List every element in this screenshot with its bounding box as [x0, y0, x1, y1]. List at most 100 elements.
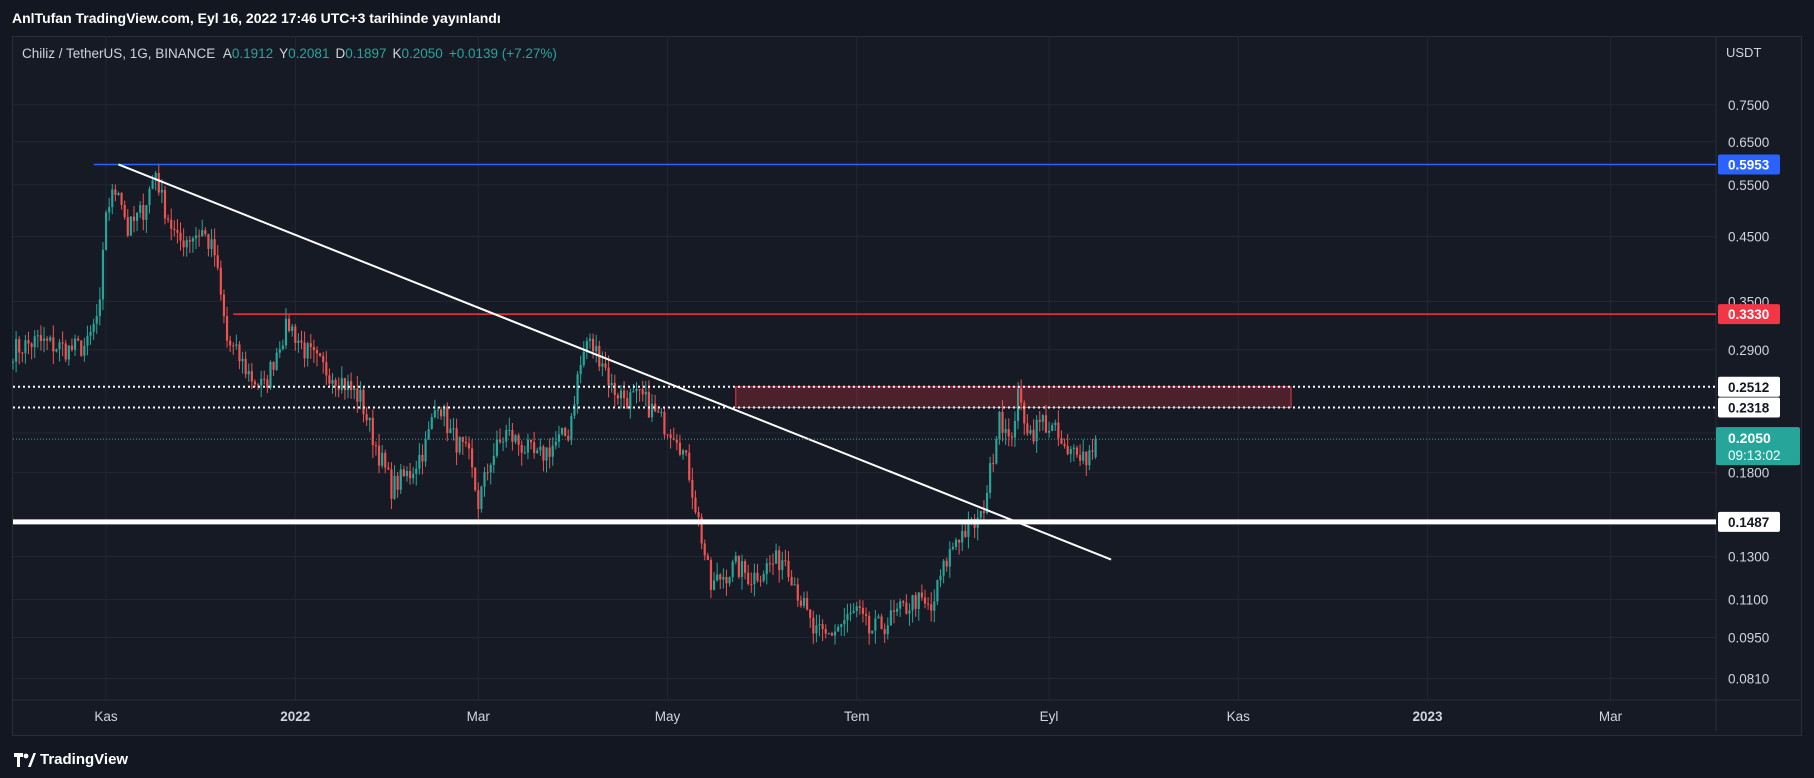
- candle: [951, 546, 954, 550]
- candle: [495, 439, 498, 456]
- candle: [120, 193, 123, 205]
- symbol-name[interactable]: Chiliz / TetherUS, 1G, BINANCE: [22, 46, 216, 61]
- candle: [877, 616, 880, 619]
- level-price-label-text: 0.2512: [1728, 380, 1769, 395]
- candle: [399, 469, 402, 490]
- high-value: 0.2081: [288, 46, 330, 61]
- candle: [70, 345, 74, 350]
- candle: [623, 390, 626, 399]
- candle: [101, 249, 105, 300]
- level-price-label: 0.5953: [1718, 154, 1780, 175]
- candle: [1085, 451, 1088, 466]
- candle: [433, 410, 436, 418]
- candle: [930, 604, 933, 611]
- time-tick-label: Mar: [467, 709, 491, 724]
- candle: [871, 630, 874, 634]
- candle: [812, 617, 815, 634]
- candle: [992, 463, 995, 465]
- candle: [520, 444, 523, 453]
- candle: [467, 443, 471, 449]
- candle: [567, 435, 570, 441]
- candle: [768, 563, 771, 565]
- candle: [80, 340, 83, 356]
- candle: [362, 389, 365, 415]
- candle: [632, 391, 635, 393]
- candle: [449, 428, 452, 434]
- level-price-label-bg: [1718, 397, 1780, 418]
- candle: [1054, 422, 1057, 426]
- price-axis: USDT0.75000.65000.55000.45000.35000.2900…: [1726, 45, 1769, 686]
- candle: [346, 381, 350, 391]
- candle: [278, 349, 281, 353]
- candle: [188, 240, 191, 242]
- candle: [284, 318, 288, 346]
- candle: [709, 560, 713, 590]
- tradingview-logo[interactable]: TradingView: [14, 751, 128, 768]
- candle: [253, 381, 257, 385]
- current-price-label: 0.2050 09:13:02: [1716, 427, 1800, 466]
- candle: [1032, 430, 1035, 442]
- candle: [914, 595, 917, 609]
- candle: [892, 610, 896, 612]
- candle: [405, 471, 409, 477]
- candle: [235, 344, 238, 346]
- candle: [706, 555, 709, 561]
- candle: [145, 205, 148, 220]
- symbol-legend: Chiliz / TetherUS, 1G, BINANCE A0.1912 Y0…: [22, 46, 557, 61]
- candle: [73, 338, 77, 350]
- candle: [185, 240, 188, 248]
- candle: [756, 572, 759, 581]
- candle: [570, 415, 573, 441]
- candle: [1007, 429, 1010, 437]
- time-tick-label: Mar: [1599, 709, 1623, 724]
- candle: [229, 340, 232, 346]
- candle: [359, 389, 362, 402]
- candle: [595, 345, 598, 352]
- grid: [13, 36, 1716, 700]
- candle: [657, 411, 660, 413]
- candle: [297, 340, 300, 343]
- candle: [985, 492, 989, 514]
- candle: [685, 450, 688, 453]
- time-tick-label: Kas: [1227, 709, 1251, 724]
- candle: [89, 331, 92, 336]
- candle: [114, 189, 117, 195]
- candle: [104, 212, 108, 250]
- candle: [737, 555, 740, 577]
- candle: [173, 228, 176, 230]
- candle: [61, 342, 64, 344]
- candle: [790, 576, 793, 586]
- level-price-label: 0.1487: [1718, 511, 1780, 532]
- candle: [291, 326, 294, 331]
- candle: [933, 601, 936, 611]
- candle: [263, 378, 266, 380]
- candle: [421, 454, 424, 462]
- candle: [1060, 438, 1063, 444]
- candle: [374, 445, 378, 447]
- candle: [1047, 430, 1051, 433]
- candle: [936, 580, 939, 602]
- candle: [1020, 388, 1023, 403]
- candle: [98, 299, 101, 317]
- candle: [244, 358, 247, 375]
- candle: [523, 452, 526, 454]
- candle: [148, 188, 151, 206]
- candle: [1088, 450, 1091, 466]
- candle: [325, 362, 328, 376]
- candle: [781, 560, 784, 570]
- candle: [1010, 436, 1013, 438]
- price-tick-label: 0.6500: [1728, 135, 1769, 150]
- candle: [806, 598, 809, 610]
- level-price-label-bg: [1718, 376, 1780, 397]
- candle: [126, 217, 129, 236]
- time-tick-label: Tem: [844, 709, 870, 724]
- candle: [480, 486, 483, 509]
- candle: [654, 403, 657, 412]
- candle: [1091, 450, 1094, 452]
- candle: [142, 205, 145, 220]
- candle: [368, 417, 371, 421]
- candle: [343, 378, 347, 391]
- candle: [502, 441, 505, 443]
- candle: [899, 601, 902, 609]
